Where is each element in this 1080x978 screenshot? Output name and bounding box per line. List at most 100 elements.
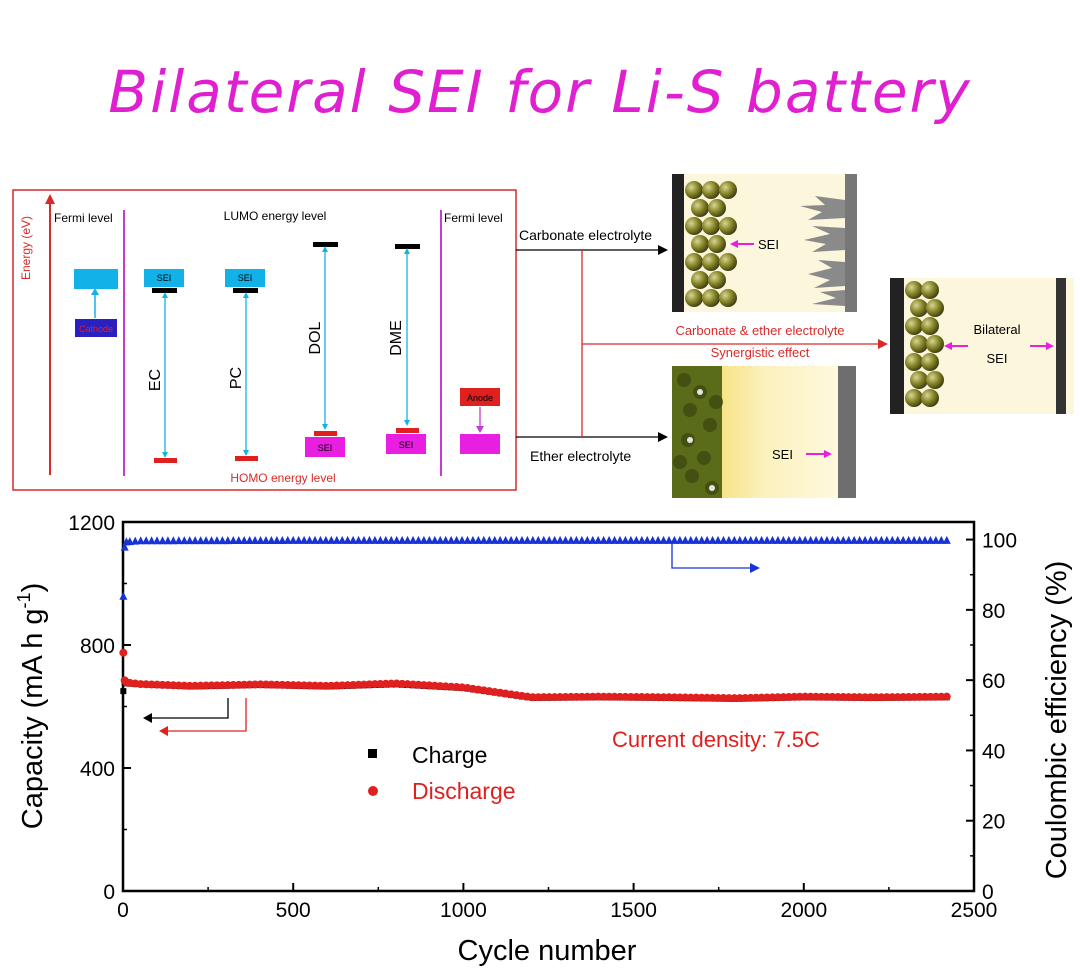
pc-sei-label: SEI [238, 273, 253, 283]
efficiency-point [735, 535, 744, 544]
sulfur-particle [905, 353, 923, 371]
sulfur-particle [905, 389, 923, 407]
x-tick-label: 2500 [951, 899, 998, 922]
composite-highlight [709, 485, 715, 491]
efficiency-point [594, 535, 603, 544]
efficiency-point [703, 535, 712, 544]
y2-axis-label: Coulombic efficiency (%) [1041, 561, 1073, 880]
efficiency-point [485, 535, 494, 544]
efficiency-point [719, 535, 728, 544]
current-density-annotation: Current density: 7.5C [612, 727, 820, 752]
y2-tick-label: 80 [982, 600, 1005, 623]
efficiency-point [730, 535, 739, 544]
discharge-axis-arrow [166, 698, 247, 732]
x-tick-label: 2000 [780, 899, 827, 922]
carbonate-electrolyte-label: Carbonate electrolyte [519, 227, 652, 243]
efficiency-point [245, 536, 254, 545]
synergistic-effect-label: Synergistic effect [711, 345, 810, 360]
dme-arrow-down-icon [404, 420, 410, 426]
sulfur-particle [719, 289, 737, 307]
ec-arrow-down-icon [162, 452, 168, 458]
efficiency-point [223, 536, 232, 545]
efficiency-point [899, 535, 908, 544]
efficiency-point [714, 535, 723, 544]
efficiency-point [419, 535, 428, 544]
efficiency-point [180, 536, 189, 545]
efficiency-point [517, 535, 526, 544]
efficiency-point [605, 535, 614, 544]
efficiency-point [626, 535, 635, 544]
efficiency-point [207, 536, 216, 545]
fermi-level-right: Fermi level [444, 211, 503, 225]
efficiency-axis-arrow-icon [750, 563, 760, 573]
efficiency-point [300, 535, 309, 544]
sulfur-composite [673, 373, 723, 495]
efficiency-point [507, 535, 516, 544]
efficiency-point [893, 535, 902, 544]
efficiency-point [746, 535, 755, 544]
efficiency-point [234, 536, 243, 545]
efficiency-point [724, 535, 733, 544]
efficiency-point [763, 535, 772, 544]
sulfur-particle [708, 235, 726, 253]
efficiency-point [278, 535, 287, 544]
y-axis-label-main: Capacity (mA h g [17, 608, 49, 829]
composite-particle [697, 451, 711, 465]
y-tick-label: 400 [80, 758, 115, 781]
sulfur-particle [719, 217, 737, 235]
efficiency-point [931, 535, 940, 544]
efficiency-point [365, 535, 374, 544]
efficiency-point [310, 535, 319, 544]
efficiency-point [436, 535, 445, 544]
homo-label: HOMO energy level [230, 471, 335, 485]
anode-block [460, 388, 500, 406]
efficiency-point [757, 535, 766, 544]
efficiency-point [305, 535, 314, 544]
y2-tick-label: 40 [982, 740, 1005, 763]
efficiency-point [752, 535, 761, 544]
bilateral-sulfur-particles [905, 281, 944, 407]
efficiency-point [523, 535, 532, 544]
efficiency-point [212, 536, 221, 545]
ec-sei-block [144, 269, 184, 287]
efficiency-point [376, 535, 385, 544]
efficiency-point [512, 535, 521, 544]
x-tick-label: 1500 [610, 899, 657, 922]
charge-axis-arrow [150, 698, 229, 719]
y-axis-label: Capacity (mA h g-1) [14, 583, 49, 830]
anode-sei-block [460, 434, 500, 454]
efficiency-point [343, 535, 352, 544]
efficiency-point [643, 535, 652, 544]
composite-particle [703, 418, 717, 432]
fermi-level-left: Fermi level [54, 211, 113, 225]
x-tick-label: 0 [117, 899, 129, 922]
sulfur-particle [691, 271, 709, 289]
efficiency-point [256, 535, 265, 544]
ether-electrolyte-label: Ether electrolyte [530, 448, 631, 464]
efficiency-point [289, 535, 298, 544]
dol-label: DOL [307, 321, 324, 354]
composite-particle [677, 373, 691, 387]
sulfur-particle [926, 371, 944, 389]
sulfur-particle [708, 199, 726, 217]
efficiency-point [577, 535, 586, 544]
efficiency-point [583, 535, 592, 544]
discharge-axis-arrow-icon [159, 726, 168, 736]
plot-frame [121, 520, 976, 893]
efficiency-point [398, 535, 407, 544]
sulfur-particle [921, 317, 939, 335]
efficiency-point [833, 535, 842, 544]
sulfur-particle [910, 371, 928, 389]
x-axis-ticks: 0 500 1000 1500 2000 2500 [117, 883, 997, 922]
discharge-point [119, 648, 128, 657]
efficiency-point [588, 535, 597, 544]
dme-homo-bar [396, 428, 419, 433]
composite-highlight [687, 437, 693, 443]
series-discharge [119, 648, 951, 703]
ec-arrow-up-icon [162, 292, 168, 298]
charge-axis-arrow-icon [143, 713, 152, 723]
efficiency-point [240, 536, 249, 545]
efficiency-point [790, 535, 799, 544]
efficiency-point [904, 535, 913, 544]
efficiency-point [659, 535, 668, 544]
